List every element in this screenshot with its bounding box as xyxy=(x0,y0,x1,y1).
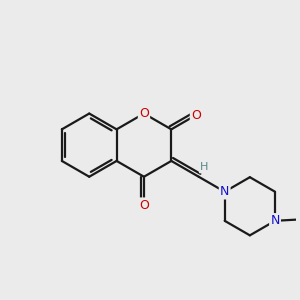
Text: H: H xyxy=(200,162,208,172)
Text: O: O xyxy=(139,199,149,212)
Text: O: O xyxy=(191,109,201,122)
Text: N: N xyxy=(270,214,280,227)
Text: N: N xyxy=(220,185,230,198)
Text: O: O xyxy=(139,107,149,120)
